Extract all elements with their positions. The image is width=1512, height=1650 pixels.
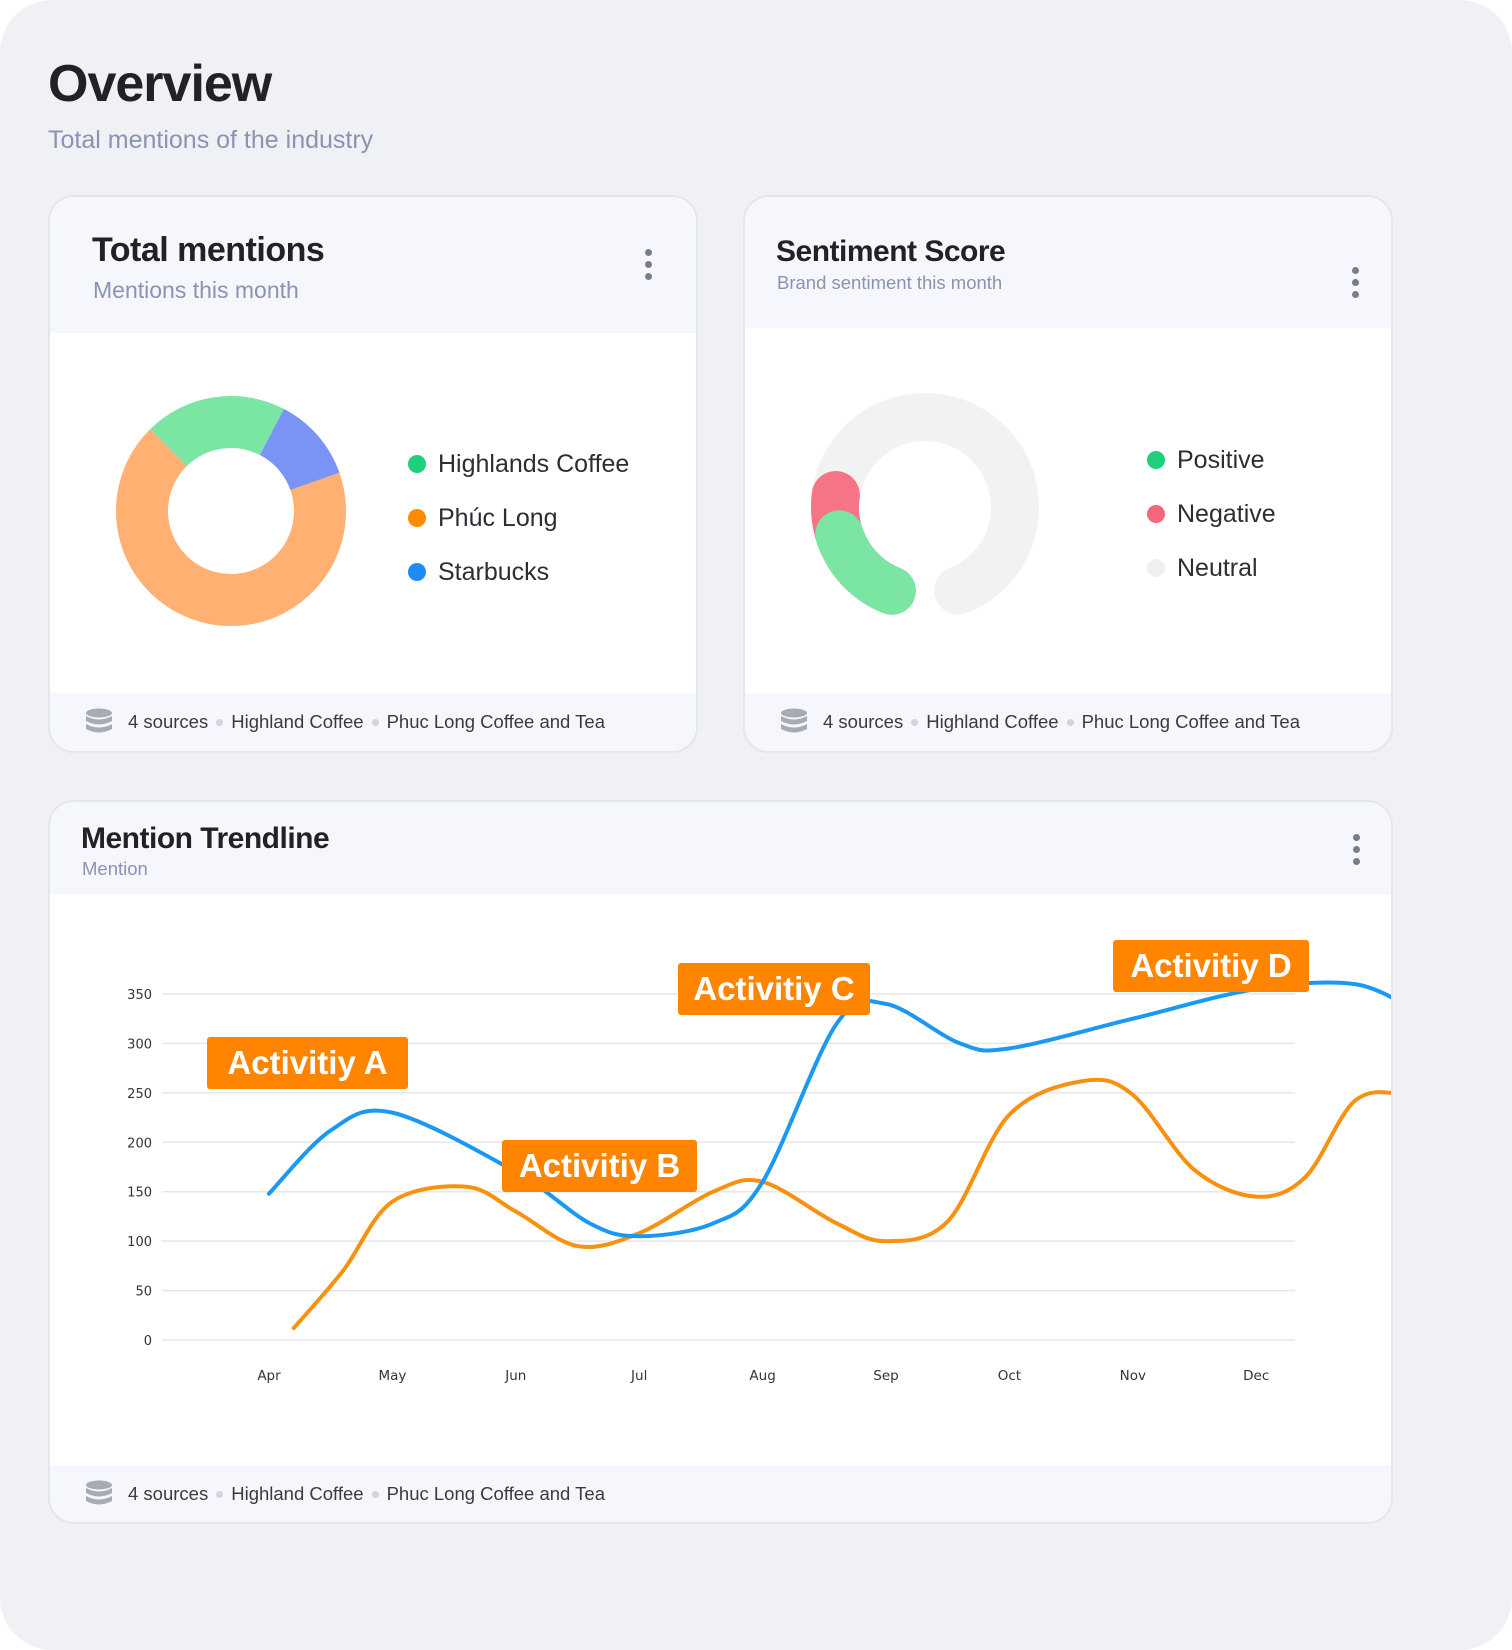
annotation-label: Activitiy A	[227, 1044, 387, 1081]
y-tick-label: 250	[127, 1087, 152, 1102]
page-title: Overview	[48, 55, 272, 113]
card-subtitle: Mention	[82, 858, 148, 879]
y-tick-label: 300	[127, 1037, 152, 1052]
annotation-callout[interactable]: Activitiy D	[1113, 940, 1309, 992]
total-mentions-card: Total mentions Mentions this month Highl…	[48, 195, 698, 753]
annotation-box	[678, 963, 870, 1015]
sources-count: 4 sources	[128, 1483, 209, 1504]
card-header: Mention Trendline Mention	[50, 802, 1391, 894]
legend-label: Highlands Coffee	[438, 449, 630, 478]
trendline-chart: 0 50 100 150 200 250 300 350 Apr May Jun Jul Aug Sep…	[127, 940, 1391, 1384]
annotation-callout[interactable]: Activitiy C	[678, 963, 870, 1015]
separator-dot	[911, 718, 919, 726]
legend-item-highlands: Highlands Coffee	[408, 437, 629, 491]
source-brand-1: Highland Coffee	[926, 711, 1059, 732]
database-icon	[781, 708, 807, 733]
legend-dot	[1147, 451, 1165, 469]
series-line-1[interactable]	[267, 980, 1391, 1239]
x-tick-label: Dec	[1243, 1368, 1269, 1384]
separator-dot	[1066, 718, 1074, 726]
annotation-label: Activitiy C	[693, 970, 854, 1007]
x-tick-label: Aug	[749, 1368, 775, 1384]
page-subtitle: Total mentions of the industry	[48, 126, 374, 154]
legend-label: Phúc Long	[438, 503, 558, 532]
legend-dot	[408, 455, 426, 473]
sources-count: 4 sources	[128, 711, 209, 732]
legend-item-neutral: Neutral	[1147, 541, 1276, 595]
x-tick-label: Apr	[257, 1368, 281, 1384]
more-options-icon[interactable]	[1349, 263, 1361, 303]
sentiment-score-card: Sentiment Score Brand sentiment this mon…	[743, 195, 1393, 753]
annotation-label: Activitiy D	[1130, 947, 1291, 984]
legend-item-starbucks: Starbucks	[408, 545, 629, 599]
y-tick-label: 350	[127, 988, 152, 1003]
x-tick-label: Sep	[873, 1368, 898, 1384]
y-tick-label: 200	[127, 1136, 152, 1151]
annotation-label: Activitiy B	[519, 1147, 680, 1184]
source-brand-2: Phuc Long Coffee and Tea	[386, 1483, 605, 1504]
card-title: Sentiment Score	[776, 235, 1006, 268]
legend-label: Negative	[1177, 499, 1276, 528]
legend-dot	[408, 509, 426, 527]
donut-legend: Highlands Coffee Phúc Long Starbucks	[408, 437, 629, 599]
y-tick-label: 50	[135, 1285, 152, 1300]
card-footer: 4 sources Highland Coffee Phuc Long Coff…	[50, 1466, 1391, 1522]
annotation-box	[1113, 940, 1309, 992]
donut-chart	[116, 396, 346, 626]
database-icon	[86, 708, 112, 733]
legend-label: Starbucks	[438, 557, 550, 586]
sentiment-gauge	[811, 393, 1039, 615]
gauge-segment-positive[interactable]	[815, 510, 916, 615]
source-brand-1: Highland Coffee	[231, 711, 364, 732]
donut-slice-1[interactable]	[150, 396, 284, 467]
legend-item-negative: Negative	[1147, 487, 1276, 541]
annotation-callout[interactable]: Activitiy B	[502, 1140, 697, 1192]
donut-slice-3[interactable]	[259, 408, 340, 491]
database-icon	[86, 1480, 112, 1505]
x-tick-label: Nov	[1120, 1368, 1146, 1384]
legend-dot	[408, 563, 426, 581]
x-tick-label: Jun	[504, 1368, 526, 1384]
legend-item-positive: Positive	[1147, 433, 1276, 487]
more-options-icon[interactable]	[1350, 830, 1362, 870]
x-tick-label: Jul	[630, 1368, 647, 1384]
x-tick-label: Oct	[998, 1368, 1021, 1384]
legend-label: Neutral	[1177, 553, 1258, 582]
source-brand-2: Phuc Long Coffee and Tea	[1081, 711, 1300, 732]
card-subtitle: Brand sentiment this month	[777, 272, 1003, 293]
annotation-callout[interactable]: Activitiy A	[207, 1037, 408, 1089]
card-subtitle: Mentions this month	[93, 277, 299, 303]
annotation-box	[207, 1037, 408, 1089]
source-brand-2: Phuc Long Coffee and Tea	[386, 711, 605, 732]
sources-count: 4 sources	[823, 711, 904, 732]
card-footer: 4 sources Highland Coffee Phuc Long Coff…	[745, 693, 1391, 751]
more-options-icon[interactable]	[642, 245, 654, 285]
separator-dot	[371, 718, 379, 726]
legend-item-phuc-long: Phúc Long	[408, 491, 629, 545]
separator-dot	[216, 718, 224, 726]
legend-label: Positive	[1177, 445, 1265, 474]
y-tick-label: 100	[127, 1235, 152, 1250]
card-footer: 4 sources Highland Coffee Phuc Long Coff…	[50, 693, 696, 751]
y-tick-label: 150	[127, 1186, 152, 1201]
separator-dot	[371, 1490, 379, 1498]
annotation-box	[502, 1140, 697, 1192]
series-line-2[interactable]	[291, 1077, 1391, 1331]
card-header: Total mentions Mentions this month	[50, 197, 696, 333]
x-tick-label: May	[378, 1368, 406, 1384]
legend-dot	[1147, 559, 1165, 577]
donut-slice-2[interactable]	[116, 429, 346, 626]
source-brand-1: Highland Coffee	[231, 1483, 364, 1504]
card-title: Mention Trendline	[81, 822, 330, 855]
y-tick-label: 0	[144, 1334, 152, 1349]
separator-dot	[216, 1490, 224, 1498]
sentiment-legend: Positive Negative Neutral	[1147, 433, 1276, 595]
mention-trendline-card: Mention Trendline Mention 0 50 100 150 200 25…	[48, 800, 1393, 1524]
legend-dot	[1147, 505, 1165, 523]
card-title: Total mentions	[92, 231, 325, 269]
card-header: Sentiment Score Brand sentiment this mon…	[745, 197, 1391, 328]
